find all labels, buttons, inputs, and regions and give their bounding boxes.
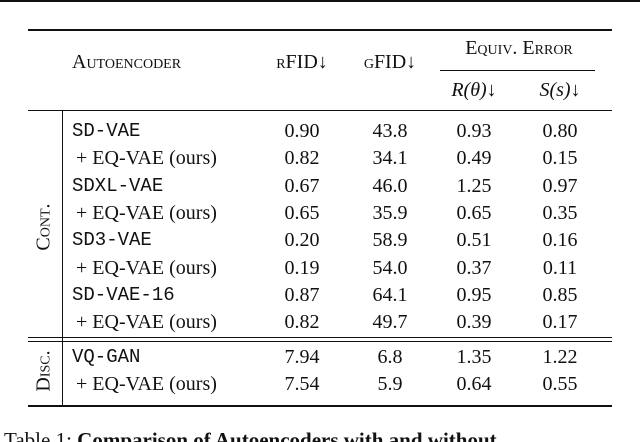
group-rule — [28, 341, 612, 342]
cell: 0.35 — [542, 201, 578, 224]
cell: 0.93 — [456, 120, 492, 142]
row-name: SD3-VAE — [72, 229, 152, 252]
cell: 0.90 — [284, 120, 320, 142]
cell: 0.16 — [542, 229, 578, 252]
header-r: R(θ)↓ — [451, 79, 497, 101]
cell: 0.95 — [456, 283, 492, 306]
cell: 0.39 — [456, 311, 492, 334]
cell: 0.87 — [284, 283, 320, 306]
rule — [0, 0, 640, 2]
cell: 0.85 — [542, 283, 578, 306]
cell: 0.20 — [284, 229, 320, 252]
row-name: + EQ-VAE (ours) — [76, 147, 217, 170]
header-gfid: gFID↓ — [363, 51, 417, 73]
cell: 58.9 — [372, 229, 408, 252]
group-label: Disc. — [32, 350, 55, 392]
header-rfid: rFID↓ — [276, 51, 328, 73]
cell: 35.9 — [372, 201, 408, 224]
cell: 64.1 — [372, 283, 408, 306]
header-autoencoder: Autoencoder — [72, 51, 182, 73]
cell: 34.1 — [372, 147, 408, 170]
caption-label: Table 1: — [4, 428, 72, 442]
cell: 0.55 — [542, 373, 578, 396]
cell: 54.0 — [372, 256, 408, 279]
cell: 49.7 — [372, 311, 408, 334]
cell: 0.37 — [456, 256, 492, 279]
row-name: SD-VAE-16 — [72, 283, 175, 306]
cell: 1.35 — [456, 346, 492, 368]
cell: 0.65 — [284, 201, 320, 224]
mid-rule — [28, 110, 612, 111]
group-label: Cont. — [32, 202, 55, 251]
cell: 0.97 — [542, 174, 578, 197]
row-name: + EQ-VAE (ours) — [76, 311, 217, 334]
cell: 0.67 — [284, 174, 320, 197]
group-divider — [62, 110, 63, 406]
cell: 0.49 — [456, 147, 492, 170]
cell: 1.22 — [542, 346, 578, 368]
cell: 0.82 — [284, 147, 320, 170]
cell: 1.25 — [456, 174, 492, 197]
cell: 0.65 — [456, 201, 492, 224]
cmid-rule — [440, 70, 595, 71]
header-s: S(s)↓ — [539, 79, 581, 101]
row-name: + EQ-VAE (ours) — [76, 201, 217, 224]
row-name: + EQ-VAE (ours) — [76, 256, 217, 279]
cell: 0.64 — [456, 373, 492, 396]
bottom-rule — [28, 405, 612, 407]
cell: 6.8 — [377, 346, 403, 368]
cell: 0.15 — [542, 147, 578, 170]
cell: 0.17 — [542, 311, 578, 334]
row-name: SD-VAE — [72, 120, 141, 142]
cell: 7.94 — [284, 346, 320, 368]
cell: 43.8 — [372, 120, 408, 142]
cell: 5.9 — [377, 373, 403, 396]
caption: Table 1: Comparison of Autoencoders with… — [4, 428, 497, 442]
group-rule — [28, 337, 612, 338]
row-name: + EQ-VAE (ours) — [76, 373, 217, 396]
row-name: SDXL-VAE — [72, 174, 164, 197]
cell: 0.82 — [284, 311, 320, 334]
cell: 7.54 — [284, 373, 320, 396]
cell: 0.51 — [456, 229, 492, 252]
header-equiv: Equiv. Error — [465, 37, 573, 59]
cell: 0.19 — [284, 256, 320, 279]
cell: 0.80 — [542, 120, 578, 142]
caption-text: Comparison of Autoencoders with and with… — [77, 428, 497, 442]
top-rule — [28, 29, 612, 31]
row-name: VQ-GAN — [72, 346, 141, 368]
cell: 46.0 — [372, 174, 408, 197]
cell: 0.11 — [542, 256, 578, 279]
